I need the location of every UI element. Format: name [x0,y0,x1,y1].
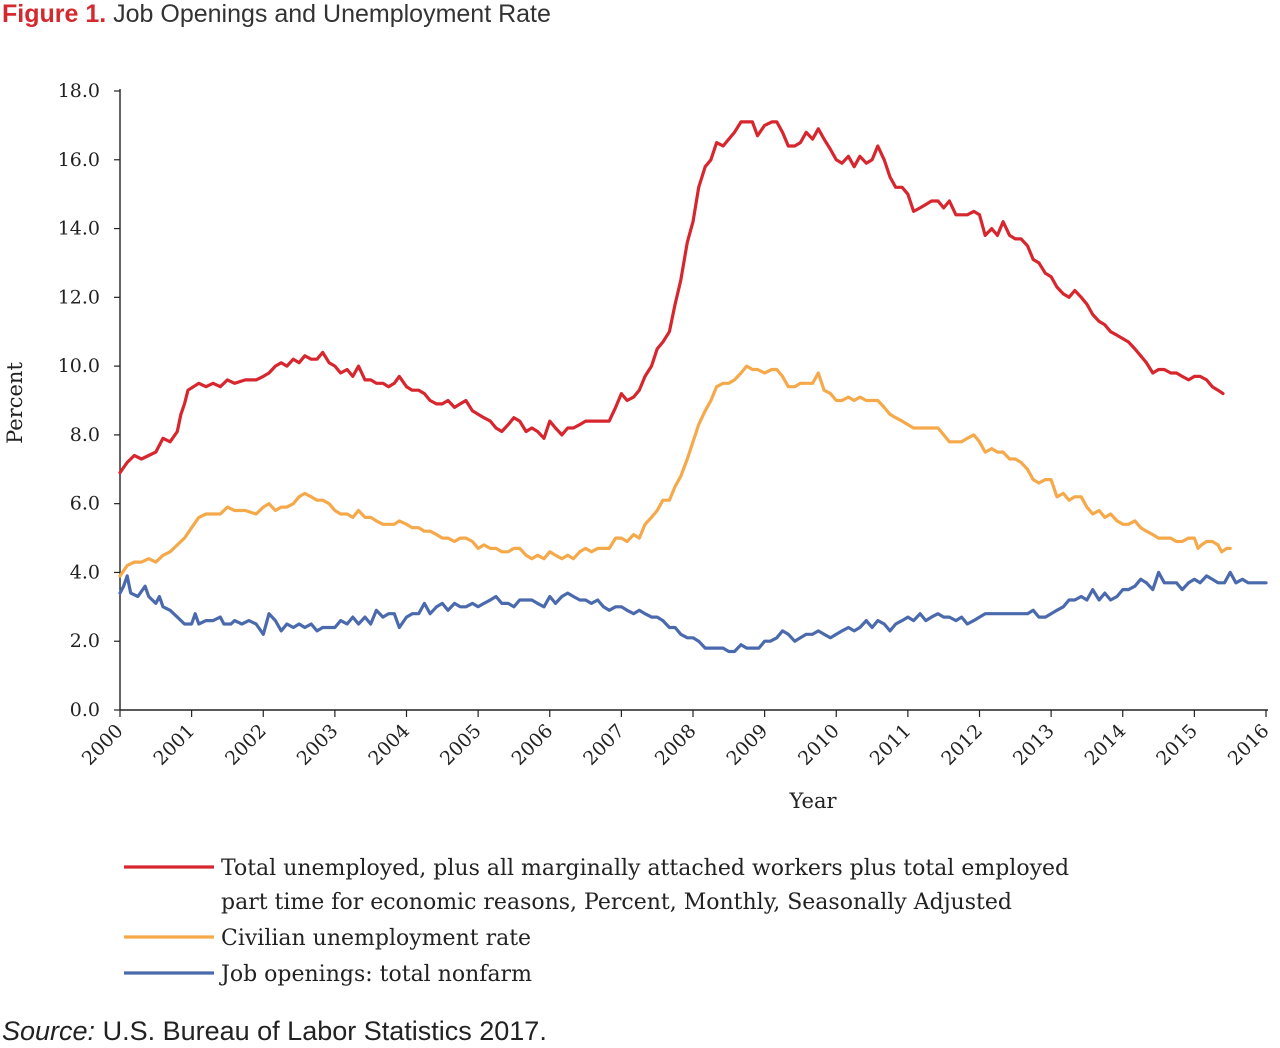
y-tick-label: 6.0 [70,493,100,515]
y-tick-label: 18.0 [58,80,100,102]
figure-title-text: Job Openings and Unemployment Rate [113,0,551,28]
y-tick-label: 16.0 [58,149,100,171]
figure-label: Figure 1. [2,0,107,28]
x-tick-label: 2009 [722,720,772,770]
y-tick-label: 2.0 [70,630,100,652]
x-tick-label: 2004 [364,720,414,770]
x-tick-label: 2015 [1152,720,1202,770]
y-tick-label: 10.0 [58,355,100,377]
y-axis-label: Percent [3,362,27,444]
x-tick-label: 2014 [1081,720,1131,770]
x-tick-label: 2010 [794,720,844,770]
legend-label: Civilian unemployment rate [221,926,531,951]
y-tick-label: 4.0 [70,561,100,583]
legend-label: Total unemployed, plus all marginally at… [221,856,1069,881]
legend: Total unemployed, plus all marginally at… [124,856,1069,987]
x-tick-label: 2012 [937,720,987,770]
y-tick-label: 14.0 [58,218,100,240]
legend-label: part time for economic reasons, Percent,… [221,890,1012,915]
x-tick-label: 2005 [436,720,486,770]
line-chart: 0.0 2.0 4.0 6.0 8.0 10.0 12.0 14.0 16.0 18.0 2000 2… [3,80,1274,987]
y-tick-label: 0.0 [70,699,100,721]
x-tick-label: 2007 [579,720,629,770]
series-layer [118,120,1268,654]
y-tick-label: 12.0 [58,286,100,308]
source-label: Source: [2,1016,96,1046]
underemployment-line [118,120,1225,475]
legend-label: Job openings: total nonfarm [219,962,532,987]
x-tick-label: 2011 [866,720,916,770]
figure-title: Figure 1. Job Openings and Unemployment … [2,0,551,29]
x-tick-label: 2003 [293,720,343,770]
y-tick-label: 8.0 [70,424,100,446]
x-tick-label: 2002 [221,720,271,770]
x-tick-label: 2000 [78,720,128,770]
x-axis-label: Year [788,789,837,813]
x-tick-label: 2008 [651,720,701,770]
axes: 0.0 2.0 4.0 6.0 8.0 10.0 12.0 14.0 16.0 18.0 2000 2… [3,80,1274,813]
job-openings-line [118,570,1268,654]
x-tick-label: 2016 [1224,720,1274,770]
x-tick-label: 2013 [1009,720,1059,770]
x-tick-label: 2006 [508,720,558,770]
unemployment-rate-line [118,364,1232,578]
source-text: U.S. Bureau of Labor Statistics 2017. [102,1016,547,1046]
x-tick-label: 2001 [149,720,199,770]
source-note: Source: U.S. Bureau of Labor Statistics … [2,1016,547,1047]
